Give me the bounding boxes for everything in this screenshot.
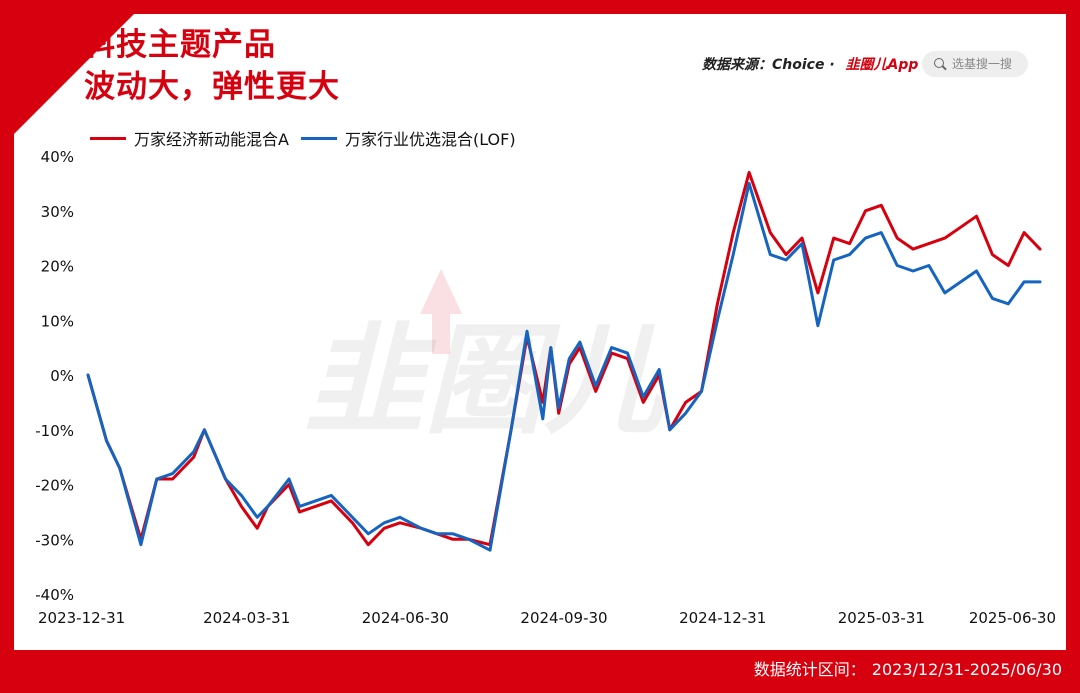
search-box[interactable]: 选基搜一搜	[922, 51, 1028, 77]
legend-swatch-blue	[300, 136, 337, 140]
data-source: 数据来源：Choice · 韭圈儿App	[702, 54, 918, 74]
source-label: 数据来源：Choice ·	[702, 57, 840, 73]
chart-card: 科技主题产品 波动大，弹性更大 数据来源：Choice · 韭圈儿App 选基搜…	[14, 14, 1066, 650]
legend-item-series-2: 万家行业优选混合(LOF)	[300, 126, 516, 150]
page-title: 科技主题产品 波动大，弹性更大	[84, 24, 340, 108]
footer-range: 数据统计区间： 2023/12/31-2025/06/30	[748, 656, 1062, 680]
search-icon	[934, 58, 944, 68]
y-tick-label: 10%	[41, 312, 74, 330]
corner-accent	[14, 14, 134, 134]
chart-legend: 万家经济新动能混合A 万家行业优选混合(LOF)	[90, 126, 528, 150]
y-tick-label: -40%	[35, 586, 74, 604]
y-tick-label: 30%	[41, 203, 74, 221]
y-tick-label: 0%	[50, 367, 74, 385]
x-tick-label: 2024-12-31	[679, 609, 766, 627]
x-tick-label: 2025-03-31	[838, 609, 925, 627]
search-placeholder: 选基搜一搜	[952, 57, 1013, 71]
title-line-2: 波动大，弹性更大	[84, 69, 340, 105]
footer-date-range: 2023/12/31-2025/06/30	[871, 660, 1062, 679]
footer-label: 数据统计区间：	[753, 660, 866, 679]
x-tick-label: 2024-09-30	[520, 609, 607, 627]
line-chart: 韭圈儿 40% 30% 20% 10% 0% -10% -20% -30% -40% 2023-12…	[35, 148, 1056, 627]
x-tick-label: 2025-06-30	[969, 609, 1056, 627]
x-tick-label: 2024-03-31	[203, 609, 290, 627]
title-line-1: 科技主题产品	[84, 27, 276, 63]
y-tick-label: -10%	[35, 422, 74, 440]
x-tick-label: 2023-12-31	[38, 609, 125, 627]
series-line-2	[86, 181, 1042, 552]
watermark-logo: 韭圈儿	[304, 312, 668, 451]
legend-swatch-red	[90, 136, 126, 140]
watermark-arrow	[420, 269, 462, 354]
legend-label-series-2: 万家行业优选混合(LOF)	[344, 130, 516, 149]
legend-label-series-1: 万家经济新动能混合A	[134, 130, 289, 149]
y-tick-label: -20%	[35, 477, 74, 495]
y-tick-label: 20%	[41, 258, 74, 276]
source-brand: 韭圈儿App	[845, 57, 919, 73]
x-tick-label: 2024-06-30	[362, 609, 449, 627]
y-tick-label: -30%	[35, 531, 74, 549]
y-tick-label: 40%	[41, 148, 74, 166]
legend-item-series-1: 万家经济新动能混合A	[90, 126, 289, 150]
